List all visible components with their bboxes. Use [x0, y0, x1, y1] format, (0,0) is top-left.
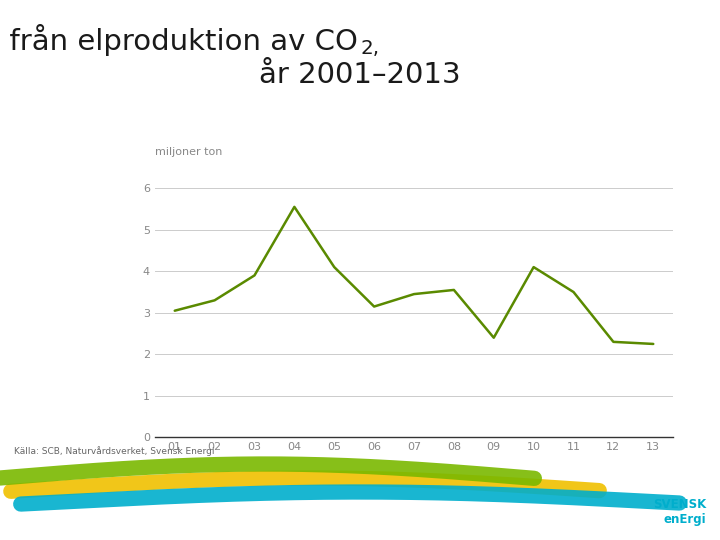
Text: miljoner ton: miljoner ton — [155, 146, 222, 157]
Text: SVENSK
enErgi: SVENSK enErgi — [653, 498, 706, 526]
Text: 2,: 2, — [360, 39, 379, 58]
Text: Källa: SCB, Naturvårdsverket, Svensk Energi: Källa: SCB, Naturvårdsverket, Svensk Ene… — [14, 446, 215, 456]
Text: år 2001–2013: år 2001–2013 — [259, 61, 461, 89]
Text: Utsläpp till luft från elproduktion av CO: Utsläpp till luft från elproduktion av C… — [0, 24, 358, 56]
